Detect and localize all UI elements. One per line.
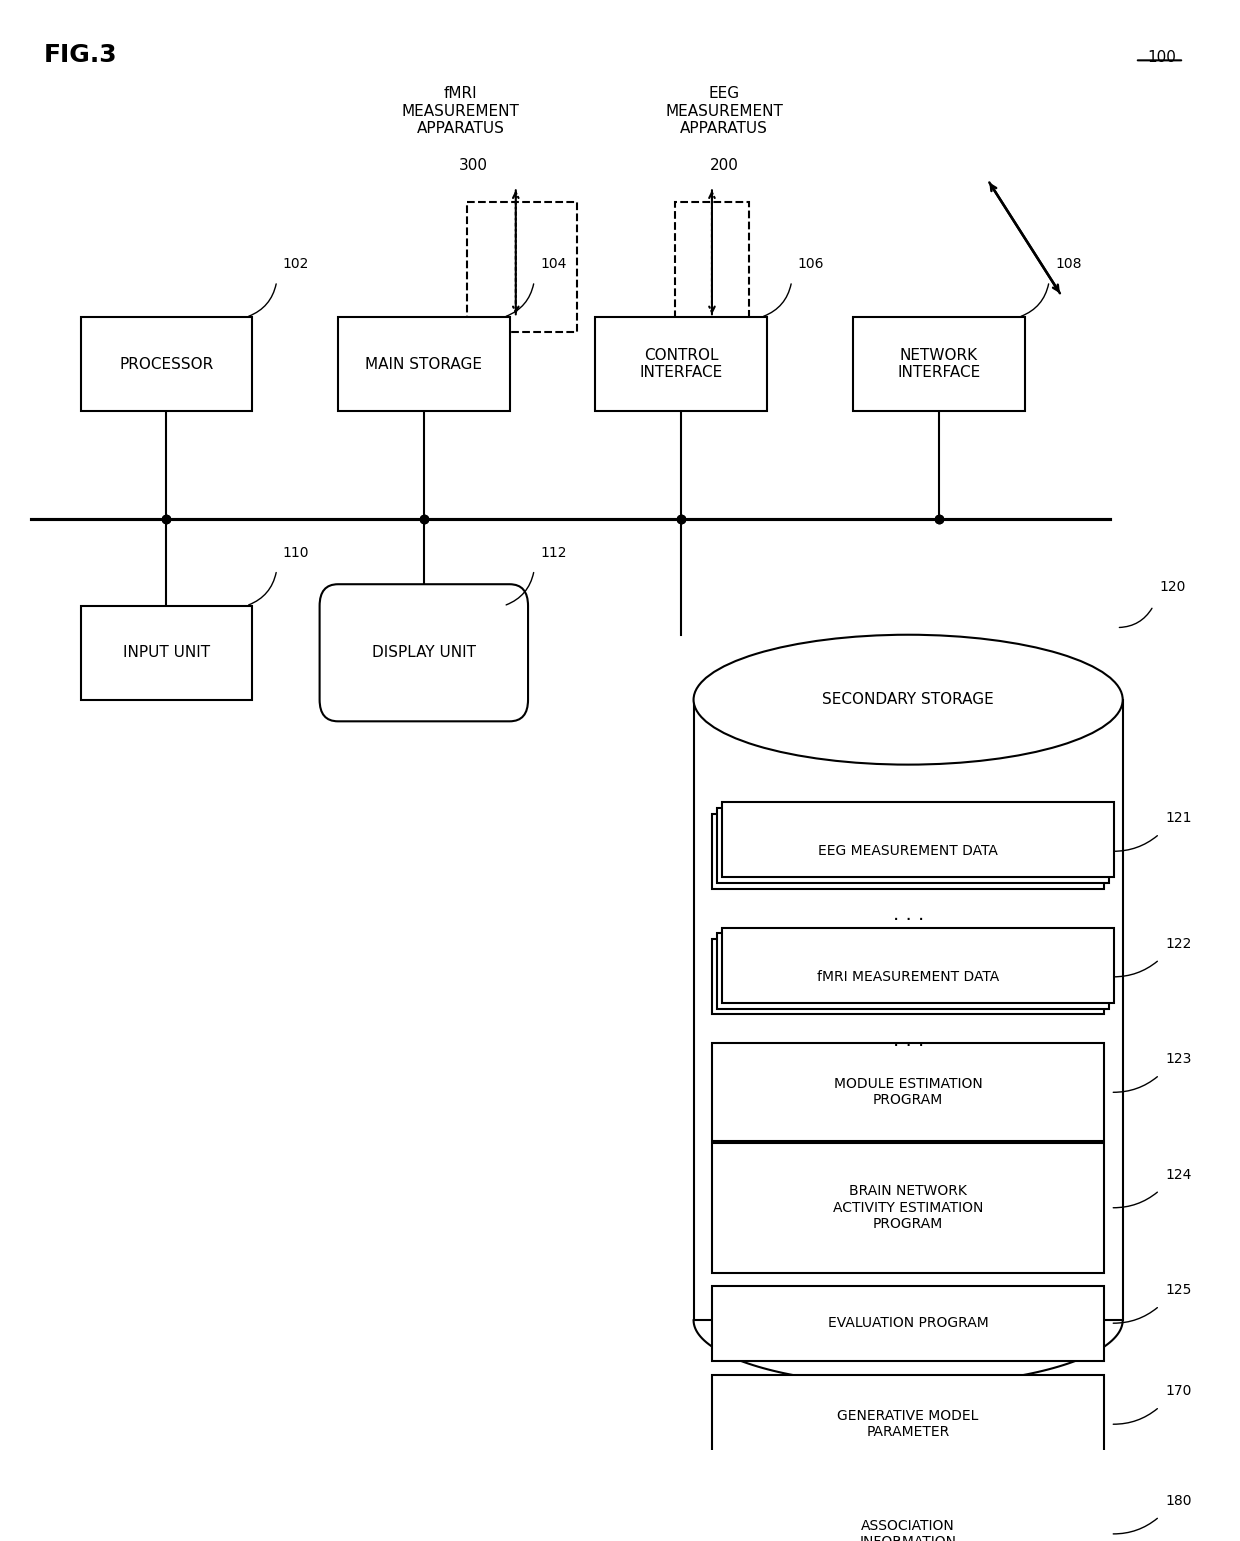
Text: INPUT UNIT: INPUT UNIT <box>123 646 210 660</box>
Text: 108: 108 <box>1055 257 1081 271</box>
Text: 125: 125 <box>1166 1284 1192 1298</box>
Text: FIG.3: FIG.3 <box>43 43 118 66</box>
Text: 100: 100 <box>1147 51 1176 65</box>
Bar <box>722 803 1114 877</box>
Text: 121: 121 <box>1166 811 1192 826</box>
Text: 124: 124 <box>1166 1168 1192 1182</box>
Text: · · ·: · · · <box>893 1037 924 1056</box>
Bar <box>675 202 749 331</box>
Text: NETWORK
INTERFACE: NETWORK INTERFACE <box>898 348 981 381</box>
Text: 180: 180 <box>1166 1493 1192 1507</box>
Text: MODULE ESTIMATION
PROGRAM: MODULE ESTIMATION PROGRAM <box>833 1077 982 1108</box>
Text: 170: 170 <box>1166 1384 1192 1398</box>
Text: 122: 122 <box>1166 937 1192 951</box>
Text: EVALUATION PROGRAM: EVALUATION PROGRAM <box>828 1316 988 1330</box>
Text: 110: 110 <box>283 546 309 559</box>
Text: fMRI
MEASUREMENT
APPARATUS: fMRI MEASUREMENT APPARATUS <box>402 86 520 136</box>
FancyBboxPatch shape <box>81 606 252 700</box>
Bar <box>466 202 577 331</box>
Text: fMRI MEASUREMENT DATA: fMRI MEASUREMENT DATA <box>817 969 999 983</box>
FancyBboxPatch shape <box>81 317 252 411</box>
Text: · · ·: · · · <box>893 911 924 929</box>
Ellipse shape <box>693 635 1122 764</box>
Text: 112: 112 <box>541 546 567 559</box>
Bar <box>693 700 1122 1321</box>
Bar <box>712 1375 1105 1473</box>
Bar <box>722 928 1114 1003</box>
Bar <box>712 814 1105 889</box>
Bar <box>712 1143 1105 1273</box>
FancyBboxPatch shape <box>320 584 528 721</box>
Text: 200: 200 <box>709 159 739 174</box>
Text: 106: 106 <box>797 257 825 271</box>
Text: 123: 123 <box>1166 1053 1192 1066</box>
Text: 300: 300 <box>459 159 487 174</box>
FancyBboxPatch shape <box>339 317 510 411</box>
FancyBboxPatch shape <box>595 317 768 411</box>
Text: 102: 102 <box>283 257 309 271</box>
Text: ASSOCIATION
INFORMATION: ASSOCIATION INFORMATION <box>859 1519 956 1541</box>
Bar <box>717 934 1110 1008</box>
Text: GENERATIVE MODEL
PARAMETER: GENERATIVE MODEL PARAMETER <box>837 1408 978 1439</box>
FancyBboxPatch shape <box>853 317 1024 411</box>
Text: MAIN STORAGE: MAIN STORAGE <box>366 356 482 371</box>
Bar <box>712 1486 1105 1541</box>
Text: 120: 120 <box>1159 581 1185 595</box>
Text: SECONDARY STORAGE: SECONDARY STORAGE <box>822 692 994 707</box>
Bar <box>712 940 1105 1014</box>
Text: CONTROL
INTERFACE: CONTROL INTERFACE <box>640 348 723 381</box>
Text: PROCESSOR: PROCESSOR <box>119 356 213 371</box>
Text: EEG MEASUREMENT DATA: EEG MEASUREMENT DATA <box>818 844 998 858</box>
Bar <box>717 807 1110 883</box>
Text: 104: 104 <box>541 257 567 271</box>
Bar <box>712 1285 1105 1361</box>
Text: EEG
MEASUREMENT
APPARATUS: EEG MEASUREMENT APPARATUS <box>666 86 784 136</box>
Text: DISPLAY UNIT: DISPLAY UNIT <box>372 646 476 660</box>
Text: BRAIN NETWORK
ACTIVITY ESTIMATION
PROGRAM: BRAIN NETWORK ACTIVITY ESTIMATION PROGRA… <box>833 1185 983 1231</box>
Bar <box>712 1043 1105 1142</box>
